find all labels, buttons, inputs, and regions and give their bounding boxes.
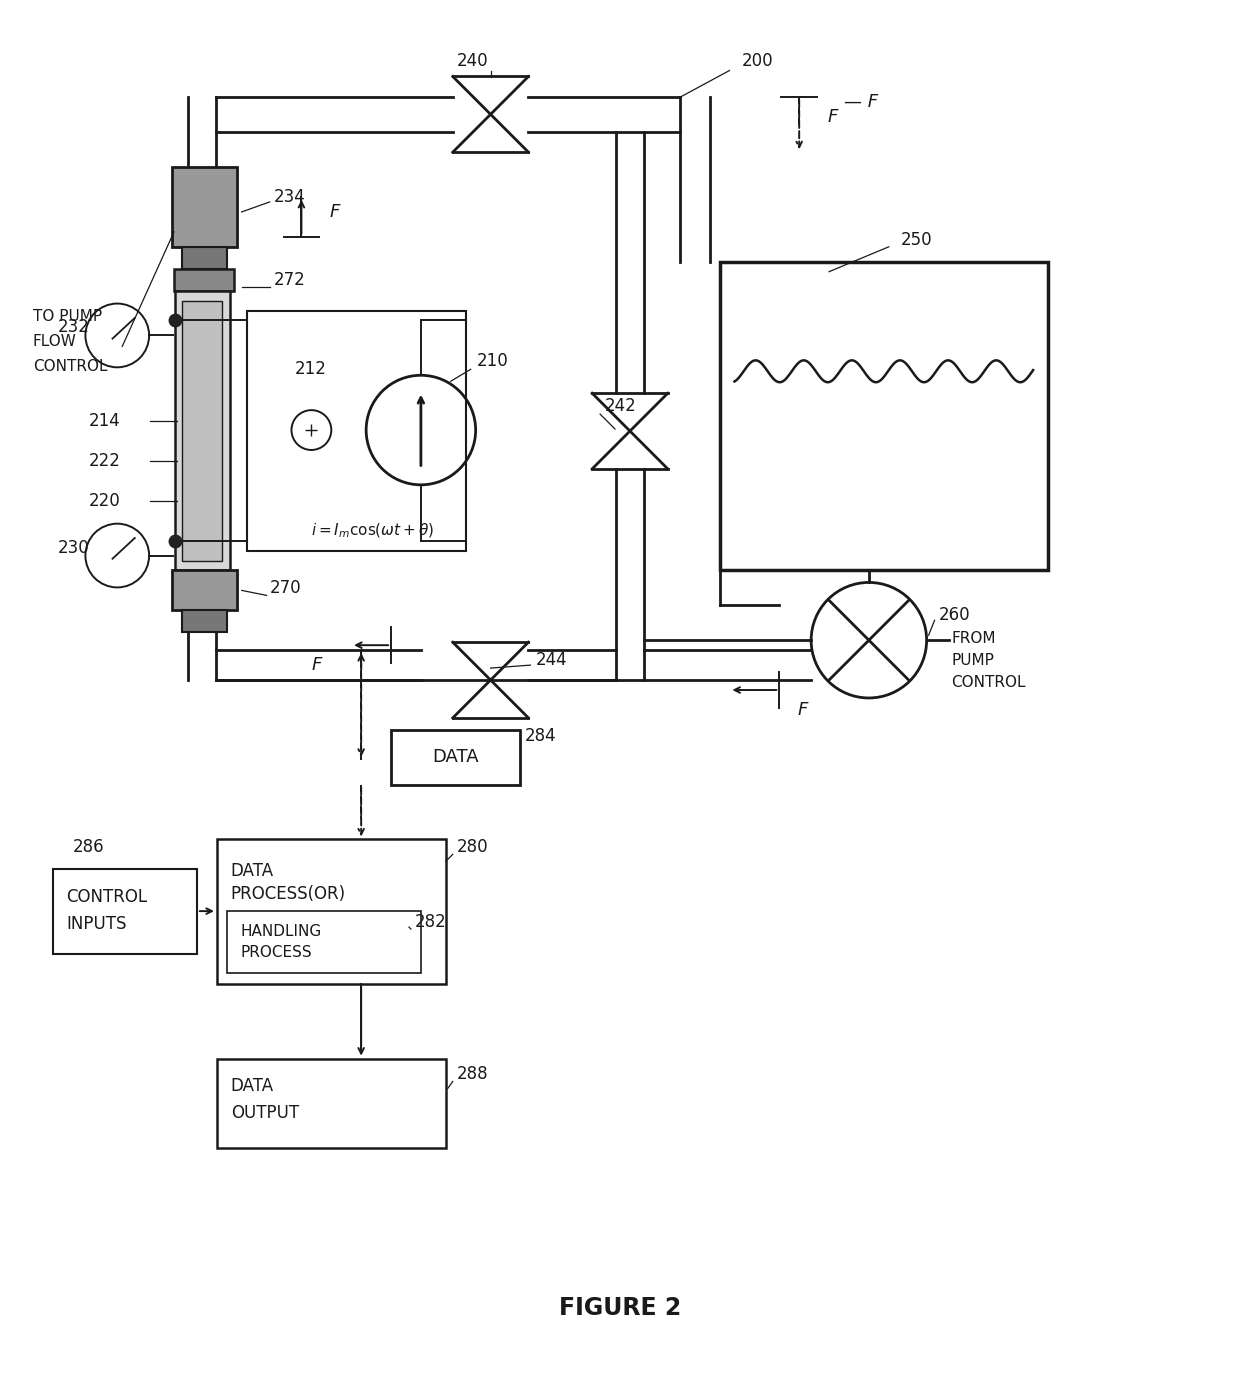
Text: 250: 250 xyxy=(900,231,932,249)
Bar xyxy=(172,167,237,246)
Text: 286: 286 xyxy=(72,838,104,856)
Bar xyxy=(52,870,197,954)
Bar xyxy=(217,839,446,983)
Text: 214: 214 xyxy=(88,412,120,430)
Text: F: F xyxy=(797,701,807,719)
Text: 210: 210 xyxy=(476,353,508,371)
Text: FIGURE 2: FIGURE 2 xyxy=(559,1296,681,1319)
Text: OUTPUT: OUTPUT xyxy=(231,1104,299,1122)
Text: 280: 280 xyxy=(456,838,489,856)
Text: F: F xyxy=(827,108,837,126)
Text: 222: 222 xyxy=(88,452,120,470)
Text: — F: — F xyxy=(844,94,878,112)
Bar xyxy=(174,268,233,290)
Text: F: F xyxy=(330,203,340,221)
Text: 200: 200 xyxy=(742,51,773,69)
Text: 232: 232 xyxy=(57,318,89,336)
Text: PROCESS(OR): PROCESS(OR) xyxy=(231,885,346,903)
Text: CONTROL: CONTROL xyxy=(32,358,107,373)
Bar xyxy=(247,311,466,550)
Text: 234: 234 xyxy=(274,188,305,206)
Text: HANDLING: HANDLING xyxy=(241,924,322,939)
Text: 244: 244 xyxy=(536,651,567,669)
Text: 212: 212 xyxy=(294,361,326,379)
Text: FROM: FROM xyxy=(951,631,996,646)
Text: F: F xyxy=(311,656,321,674)
Text: DATA: DATA xyxy=(433,748,479,766)
Text: DATA: DATA xyxy=(231,1077,274,1095)
Bar xyxy=(172,571,237,610)
Bar xyxy=(227,911,420,972)
Text: FLOW: FLOW xyxy=(32,333,77,349)
Text: TO PUMP: TO PUMP xyxy=(32,308,102,324)
Bar xyxy=(182,246,227,268)
Text: PUMP: PUMP xyxy=(951,653,994,668)
Text: 242: 242 xyxy=(605,397,637,415)
Bar xyxy=(175,290,229,571)
Text: DATA: DATA xyxy=(231,862,274,880)
Text: 272: 272 xyxy=(274,271,305,289)
Bar xyxy=(217,1058,446,1148)
Text: 240: 240 xyxy=(456,51,489,69)
Bar xyxy=(719,261,1048,571)
Text: PROCESS: PROCESS xyxy=(241,946,312,960)
Text: 284: 284 xyxy=(525,727,556,745)
Text: 220: 220 xyxy=(88,492,120,510)
Text: 270: 270 xyxy=(269,579,301,597)
Text: 230: 230 xyxy=(57,538,89,556)
Text: 260: 260 xyxy=(939,606,970,624)
Bar xyxy=(182,610,227,632)
Bar xyxy=(182,300,222,560)
Text: 288: 288 xyxy=(456,1065,489,1083)
Text: 282: 282 xyxy=(415,913,446,931)
Text: CONTROL: CONTROL xyxy=(951,675,1025,690)
Text: $i = I_m \cos(\omega t + \theta)$: $i = I_m \cos(\omega t + \theta)$ xyxy=(311,521,435,539)
Bar xyxy=(391,730,521,784)
Text: INPUTS: INPUTS xyxy=(67,916,126,934)
Text: CONTROL: CONTROL xyxy=(67,888,148,906)
